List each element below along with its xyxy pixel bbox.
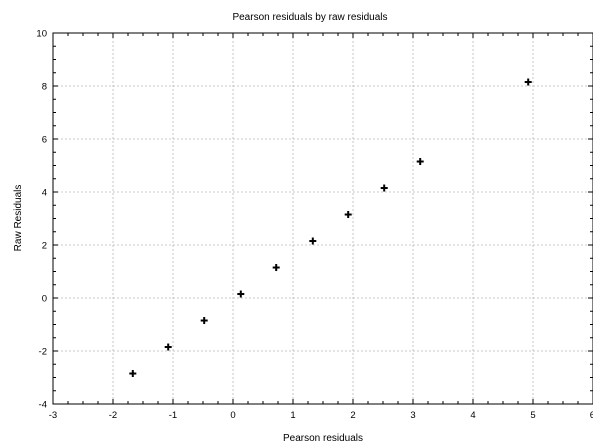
y-tick-label: -4 bbox=[39, 400, 47, 411]
x-tick-label: -3 bbox=[49, 410, 57, 421]
y-tick-label: 4 bbox=[42, 188, 47, 199]
y-tick-label: -2 bbox=[39, 347, 47, 358]
data-points bbox=[129, 78, 532, 378]
x-tick-label: 3 bbox=[410, 410, 415, 421]
y-tick-label: 6 bbox=[42, 135, 47, 146]
y-tick-label: 2 bbox=[42, 241, 47, 252]
y-axis-label: Raw Residuals bbox=[13, 185, 24, 252]
data-point bbox=[344, 211, 352, 219]
y-tick-label: 8 bbox=[42, 82, 47, 93]
data-point bbox=[237, 290, 245, 298]
x-tick-label: 4 bbox=[470, 410, 475, 421]
data-point bbox=[309, 237, 317, 245]
x-tick-label: -2 bbox=[109, 410, 117, 421]
axis-ticks bbox=[52, 32, 593, 405]
data-point bbox=[272, 264, 280, 272]
data-point bbox=[200, 317, 208, 325]
x-tick-label: 5 bbox=[530, 410, 535, 421]
x-tick-label: 6 bbox=[590, 410, 593, 421]
x-tick-label: -1 bbox=[169, 410, 177, 421]
data-point bbox=[164, 343, 172, 351]
y-tick-labels: -4 -2 0 2 4 6 8 10 bbox=[36, 29, 47, 411]
chart-title: Pearson residuals by raw residuals bbox=[232, 12, 387, 23]
y-tick-label: 0 bbox=[42, 294, 47, 305]
x-axis-label: Pearson residuals bbox=[283, 433, 363, 444]
plot-frame bbox=[52, 32, 593, 405]
x-tick-label: 0 bbox=[230, 410, 235, 421]
data-point bbox=[524, 78, 532, 86]
data-point bbox=[380, 184, 388, 192]
x-tick-labels: -3 -2 -1 0 1 2 3 4 5 6 bbox=[49, 410, 593, 421]
y-tick-label: 10 bbox=[36, 29, 47, 40]
data-point bbox=[129, 370, 137, 378]
data-point bbox=[416, 158, 424, 166]
grid-lines bbox=[53, 33, 593, 404]
x-tick-label: 1 bbox=[290, 410, 295, 421]
x-tick-label: 2 bbox=[350, 410, 355, 421]
